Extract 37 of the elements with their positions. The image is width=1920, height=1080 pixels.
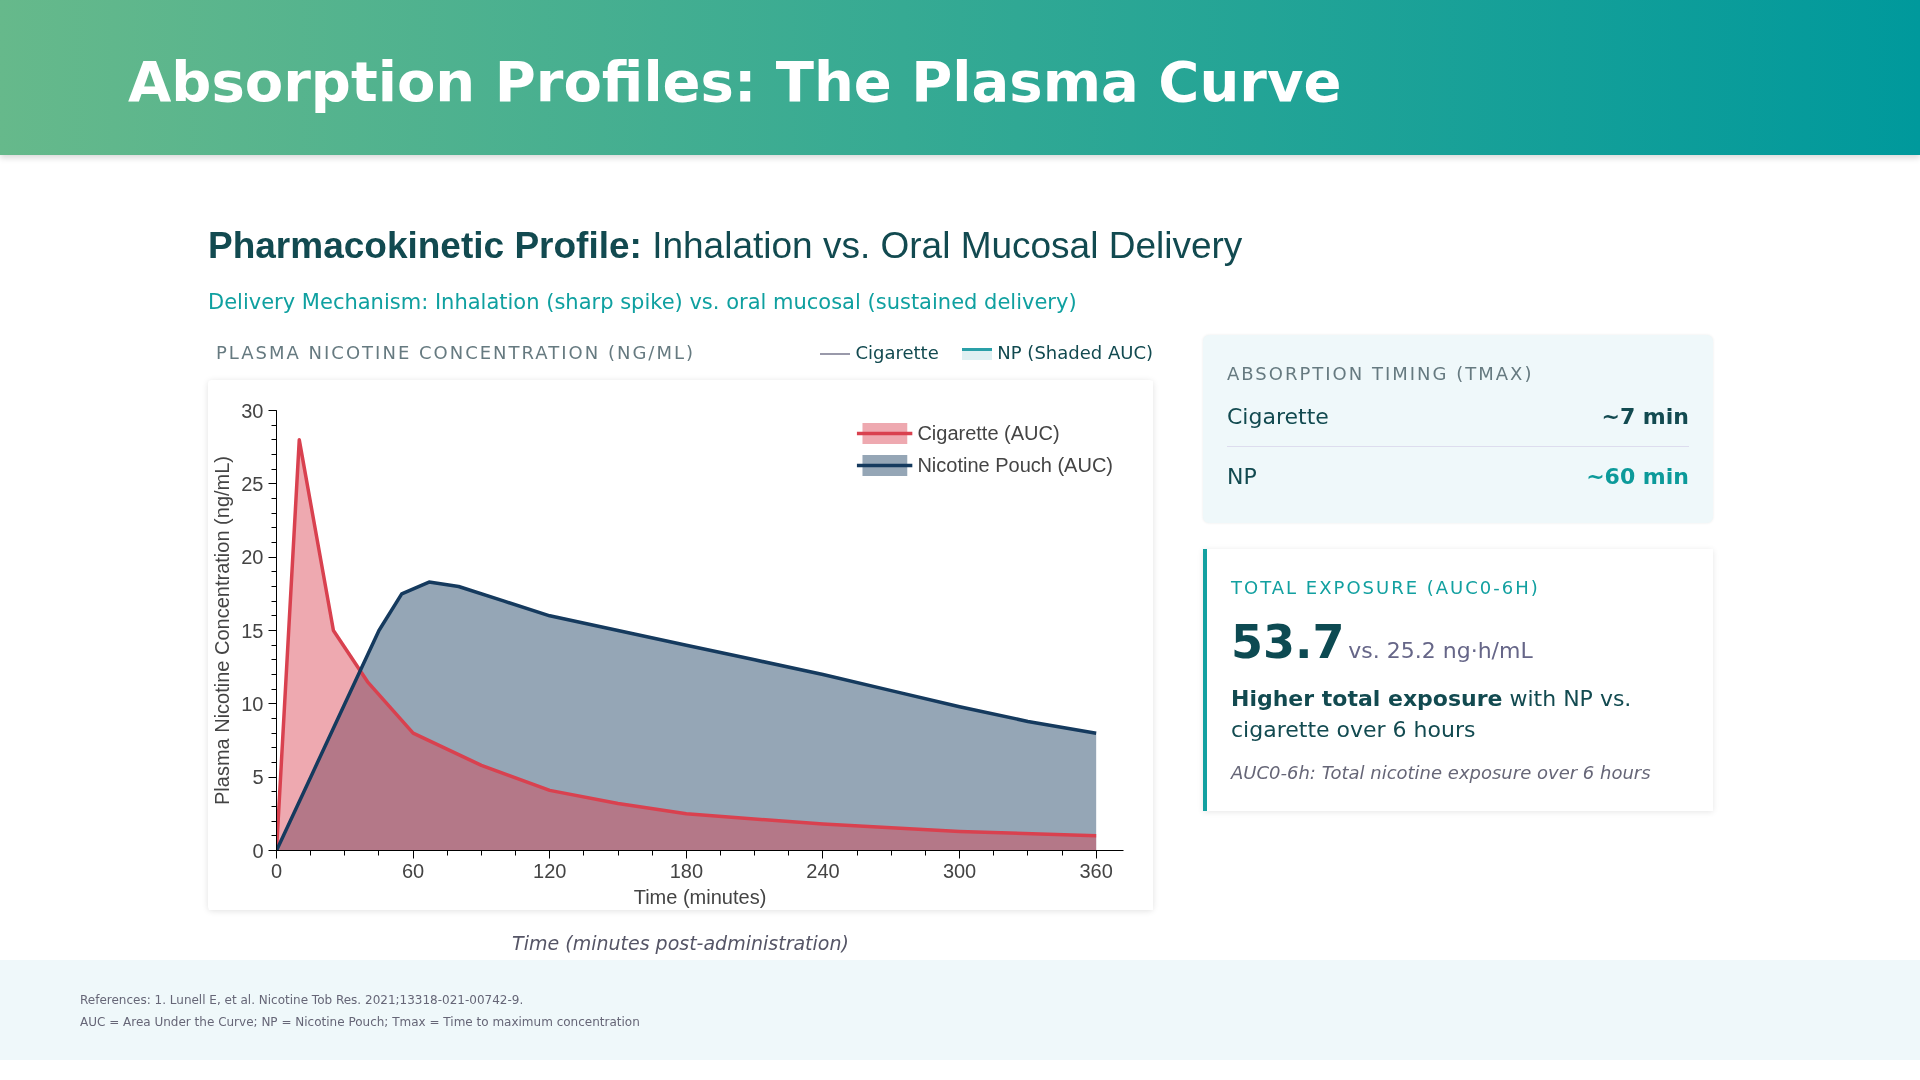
text: Time (minutes post-administration) <box>511 931 850 956</box>
text: AUC = Area Under the Curve; NP = Nicotine Pouch; Tmax = Time to maximum concentration <box>80 1013 641 1031</box>
y-tick-label: 0 <box>252 839 264 862</box>
text: ABSORPTION TIMING (TMAX) <box>1227 362 1535 386</box>
y-tick-label: 25 <box>241 472 264 495</box>
y-tick-label: 5 <box>252 766 264 789</box>
y-tick-label: 20 <box>241 546 264 569</box>
text: 53.7 <box>1231 615 1345 670</box>
legend-label: Nicotine Pouch (AUC) <box>917 453 1113 477</box>
text: vs. 25.2 ng·h/mL <box>1348 638 1533 664</box>
text: AUC0-6h: Total nicotine exposure over 6 hours <box>1231 760 1652 785</box>
y-tick-label: 30 <box>241 399 264 422</box>
x-axis-title: Time (minutes) <box>633 885 767 908</box>
x-tick-label: 0 <box>270 859 283 882</box>
y-axis-title: Plasma Nicotine Concentration (ng/mL) <box>211 455 234 806</box>
text: ~7 min <box>1601 402 1689 431</box>
text: TOTAL EXPOSURE (AUC0-6H) <box>1231 575 1541 600</box>
text: NP <box>1227 463 1257 492</box>
x-tick-label: 240 <box>806 859 840 882</box>
x-tick-label: 300 <box>942 859 977 882</box>
text: References: 1. Lunell E, et al. Nicotine Tob Res. 2021;13318-021-00742-9. <box>80 992 525 1009</box>
x-tick-label: 120 <box>533 859 567 882</box>
y-tick-label: 15 <box>241 619 264 642</box>
text: ~60 min <box>1586 463 1689 492</box>
text: NP (Shaded AUC) <box>997 342 1153 363</box>
text: PLASMA NICOTINE CONCENTRATION (NG/ML) <box>215 341 696 365</box>
x-tick-label: 360 <box>1079 859 1113 882</box>
chart-subtitle: Pharmacokinetic Profile: Inhalation vs. Oral Mucosal Delivery <box>208 224 1243 268</box>
chart-title: Absorption Profiles: The Plasma Curve <box>127 48 1343 116</box>
x-tick-label: 60 <box>401 859 425 882</box>
legend-label: Cigarette (AUC) <box>917 421 1060 445</box>
text: Cigarette <box>1227 402 1329 431</box>
text: Cigarette <box>855 342 939 363</box>
text: Higher total exposure <box>1231 685 1503 711</box>
y-tick-label: 10 <box>241 692 264 715</box>
text: Delivery Mechanism: Inhalation (sharp spike) vs. oral mucosal (sustained delivery) <box>208 288 1078 316</box>
x-tick-label: 180 <box>669 859 704 882</box>
